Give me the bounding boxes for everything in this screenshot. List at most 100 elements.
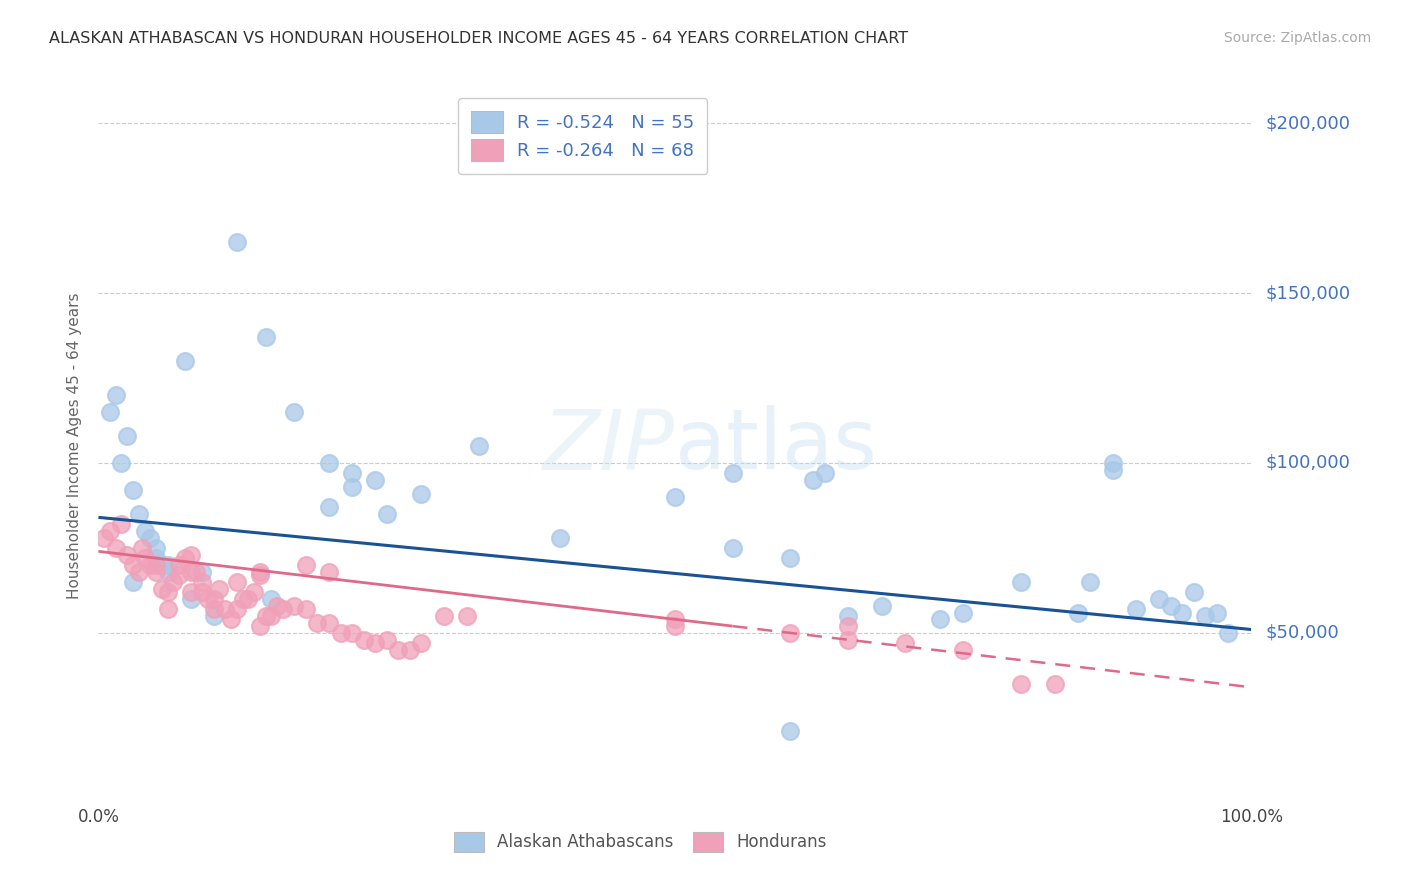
- Point: [134, 524, 156, 538]
- Point: [208, 582, 231, 596]
- Point: [433, 608, 456, 623]
- Point: [837, 608, 859, 623]
- Point: [145, 541, 167, 555]
- Point: [1102, 456, 1125, 470]
- Point: [952, 606, 974, 620]
- Point: [122, 483, 145, 498]
- Point: [411, 636, 433, 650]
- Point: [128, 565, 150, 579]
- Point: [664, 612, 686, 626]
- Text: $150,000: $150,000: [1265, 284, 1350, 302]
- Point: [260, 591, 283, 606]
- Point: [1147, 591, 1170, 606]
- Point: [779, 626, 801, 640]
- Point: [295, 558, 318, 572]
- Point: [128, 507, 150, 521]
- Point: [162, 574, 184, 589]
- Point: [318, 456, 340, 470]
- Point: [122, 574, 145, 589]
- Point: [721, 466, 744, 480]
- Point: [1218, 626, 1240, 640]
- Point: [93, 531, 115, 545]
- Point: [254, 330, 277, 344]
- Point: [180, 591, 202, 606]
- Point: [156, 585, 179, 599]
- Point: [202, 602, 225, 616]
- Point: [456, 608, 478, 623]
- Text: $100,000: $100,000: [1265, 454, 1350, 472]
- Point: [1010, 677, 1032, 691]
- Point: [117, 429, 139, 443]
- Point: [548, 531, 571, 545]
- Point: [249, 565, 271, 579]
- Point: [894, 636, 917, 650]
- Point: [837, 632, 859, 647]
- Point: [1125, 602, 1147, 616]
- Point: [174, 551, 197, 566]
- Point: [271, 602, 294, 616]
- Text: ZIP: ZIP: [543, 406, 675, 486]
- Point: [191, 585, 214, 599]
- Point: [145, 551, 167, 566]
- Point: [364, 473, 387, 487]
- Point: [243, 585, 266, 599]
- Point: [191, 574, 214, 589]
- Point: [202, 591, 225, 606]
- Point: [156, 565, 179, 579]
- Point: [150, 582, 173, 596]
- Point: [110, 456, 132, 470]
- Point: [375, 632, 398, 647]
- Point: [1194, 608, 1216, 623]
- Point: [721, 541, 744, 555]
- Point: [174, 354, 197, 368]
- Point: [1067, 606, 1090, 620]
- Point: [117, 548, 139, 562]
- Point: [929, 612, 952, 626]
- Point: [98, 405, 121, 419]
- Point: [779, 551, 801, 566]
- Text: atlas: atlas: [675, 406, 876, 486]
- Point: [1045, 677, 1067, 691]
- Point: [266, 599, 288, 613]
- Point: [283, 599, 305, 613]
- Point: [340, 626, 363, 640]
- Point: [295, 602, 318, 616]
- Point: [1182, 585, 1205, 599]
- Point: [249, 568, 271, 582]
- Point: [249, 619, 271, 633]
- Point: [283, 405, 305, 419]
- Point: [225, 602, 247, 616]
- Point: [214, 602, 236, 616]
- Point: [1102, 463, 1125, 477]
- Point: [318, 500, 340, 515]
- Point: [180, 585, 202, 599]
- Point: [225, 574, 247, 589]
- Point: [801, 473, 824, 487]
- Point: [814, 466, 837, 480]
- Point: [104, 541, 127, 555]
- Point: [145, 565, 167, 579]
- Point: [340, 466, 363, 480]
- Point: [98, 524, 121, 538]
- Text: $200,000: $200,000: [1265, 114, 1350, 132]
- Point: [197, 591, 219, 606]
- Point: [1205, 606, 1227, 620]
- Point: [167, 558, 190, 572]
- Text: $50,000: $50,000: [1265, 624, 1339, 642]
- Point: [353, 632, 375, 647]
- Point: [139, 531, 162, 545]
- Y-axis label: Householder Income Ages 45 - 64 years: Householder Income Ages 45 - 64 years: [67, 293, 83, 599]
- Point: [219, 612, 242, 626]
- Point: [110, 517, 132, 532]
- Point: [318, 565, 340, 579]
- Point: [340, 480, 363, 494]
- Point: [231, 591, 254, 606]
- Point: [1171, 606, 1194, 620]
- Text: ALASKAN ATHABASCAN VS HONDURAN HOUSEHOLDER INCOME AGES 45 - 64 YEARS CORRELATION: ALASKAN ATHABASCAN VS HONDURAN HOUSEHOLD…: [49, 31, 908, 46]
- Point: [150, 558, 173, 572]
- Point: [134, 551, 156, 566]
- Point: [664, 619, 686, 633]
- Point: [387, 643, 409, 657]
- Text: Source: ZipAtlas.com: Source: ZipAtlas.com: [1223, 31, 1371, 45]
- Point: [1078, 574, 1101, 589]
